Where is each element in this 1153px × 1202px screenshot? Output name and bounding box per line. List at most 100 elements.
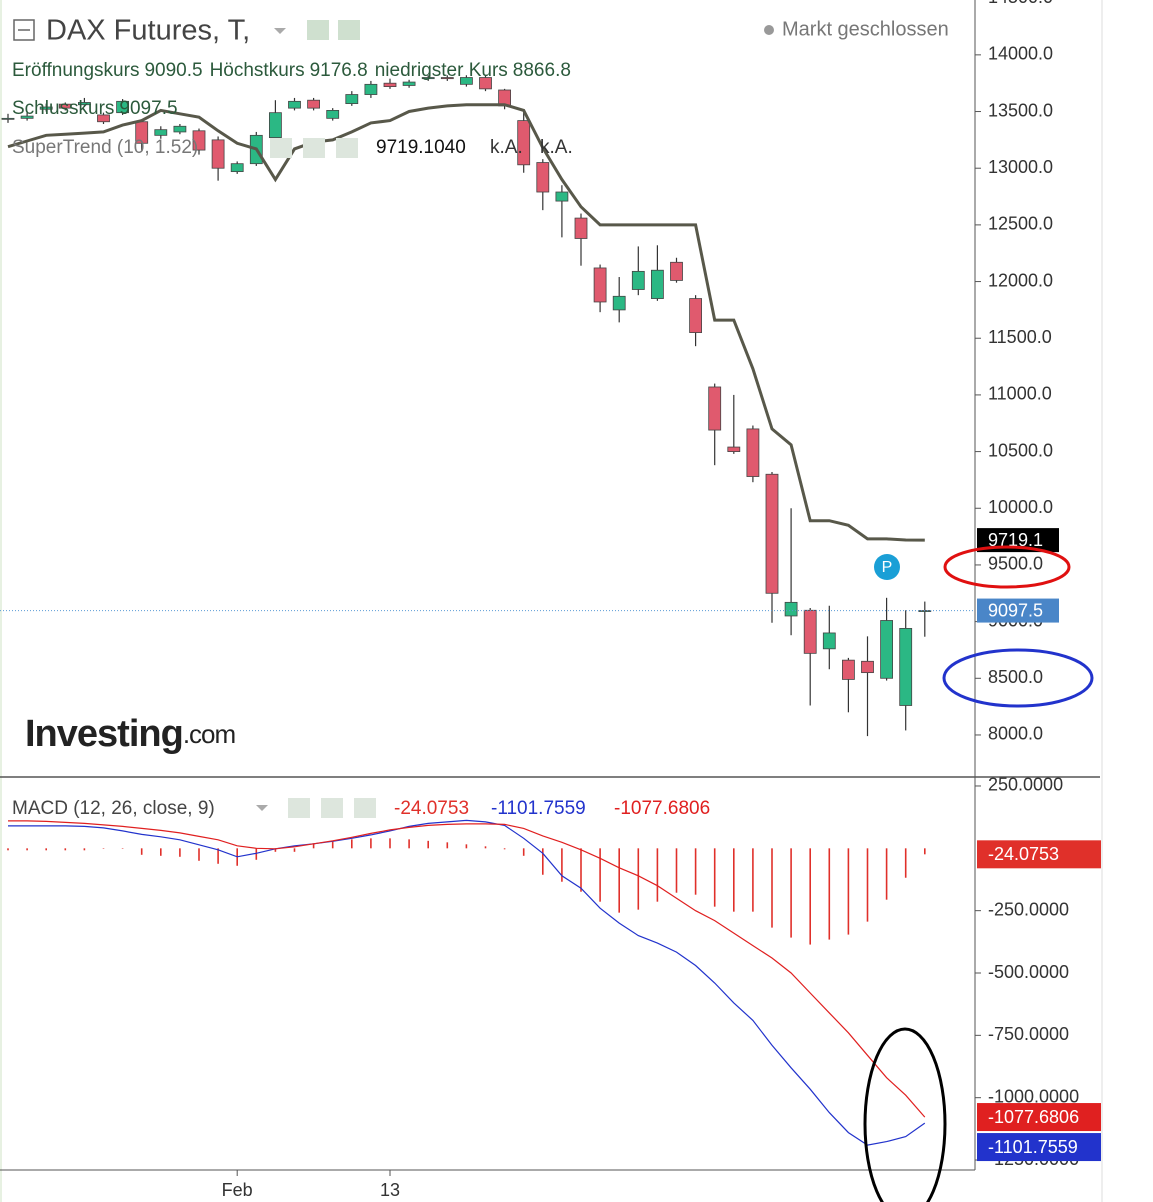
legend-value: 8866.8 bbox=[513, 60, 571, 81]
legend-label: Schlusskurs bbox=[12, 98, 114, 119]
y-tick-label: -500.0000 bbox=[988, 962, 1069, 982]
logo: Investing.com bbox=[25, 713, 235, 755]
candle-body bbox=[78, 102, 91, 106]
candle-body bbox=[364, 83, 378, 95]
candle-body bbox=[842, 659, 855, 680]
status-dot bbox=[764, 25, 774, 35]
candle-body bbox=[173, 125, 187, 133]
settings-icon[interactable] bbox=[321, 798, 343, 818]
candle-body bbox=[517, 120, 531, 166]
macd-tag bbox=[977, 1103, 1101, 1132]
eye-icon[interactable] bbox=[288, 798, 310, 818]
y-tick-label: -1000.0000 bbox=[988, 1086, 1079, 1106]
y-tick-label: 14500.0 bbox=[988, 0, 1053, 7]
dropdown-arrow[interactable] bbox=[274, 28, 286, 34]
highlight-ellipse bbox=[863, 1027, 947, 1202]
eye-icon[interactable] bbox=[270, 138, 292, 158]
legend-value: 9176.8 bbox=[310, 60, 368, 81]
candle-body bbox=[20, 115, 34, 119]
y-tick-label: -250.0000 bbox=[988, 899, 1069, 919]
candle-body bbox=[784, 601, 798, 617]
candle-body bbox=[116, 100, 129, 114]
candle-body bbox=[536, 162, 550, 193]
candle-body bbox=[574, 217, 588, 239]
settings-icon[interactable] bbox=[338, 20, 360, 40]
macd-line bbox=[8, 819, 926, 1146]
y-tick-label: 12500.0 bbox=[988, 214, 1053, 234]
y-tick-label: 11000.0 bbox=[988, 384, 1052, 404]
ohlc-legend: Schlusskurs 9097.5 bbox=[12, 98, 178, 119]
highlight-ellipse bbox=[943, 545, 1071, 589]
y-tick-label: 13500.0 bbox=[988, 100, 1053, 120]
candle-body bbox=[97, 114, 110, 123]
y-tick-label: 8500.0 bbox=[988, 667, 1043, 687]
candle-body bbox=[803, 609, 817, 654]
indicator-value: k.A. bbox=[540, 137, 573, 158]
candle-body bbox=[402, 81, 416, 86]
candle-body bbox=[765, 473, 779, 594]
y-tick-label: 12000.0 bbox=[988, 270, 1053, 290]
legend-value: -24.0753 bbox=[394, 798, 469, 819]
price-tag bbox=[977, 598, 1059, 623]
candle-body bbox=[670, 261, 683, 281]
settings-icon[interactable] bbox=[303, 138, 325, 158]
highlight-ellipse bbox=[942, 648, 1094, 708]
candle-body bbox=[631, 270, 645, 290]
price-pane bbox=[0, 75, 975, 737]
candle-body bbox=[899, 628, 913, 706]
candle-body bbox=[459, 77, 473, 85]
candle-body bbox=[727, 446, 741, 452]
candle-body bbox=[440, 77, 454, 80]
candle-body bbox=[689, 298, 702, 333]
candle-body bbox=[1, 117, 15, 120]
candle-body bbox=[479, 77, 492, 90]
supertrend-line bbox=[7, 103, 925, 542]
y-tick-label: 250.0000 bbox=[988, 775, 1063, 795]
candle-body bbox=[326, 110, 340, 119]
remove-icon[interactable] bbox=[354, 798, 376, 818]
candle-body bbox=[345, 94, 359, 105]
y-tick-label: 11500.0 bbox=[988, 327, 1052, 347]
status: Markt geschlossen bbox=[782, 18, 949, 40]
x-tick-label: Feb bbox=[222, 1180, 253, 1200]
annotation-marker[interactable] bbox=[874, 554, 900, 580]
remove-icon[interactable] bbox=[336, 138, 358, 158]
axes: 8000.08500.09000.09500.010000.010500.011… bbox=[222, 0, 1101, 1200]
dropdown-arrow[interactable] bbox=[256, 805, 268, 811]
logo-suffix: .com bbox=[183, 719, 235, 749]
candle-body bbox=[822, 632, 836, 650]
y-tick-label: 8000.0 bbox=[988, 724, 1043, 744]
candle-body bbox=[651, 269, 664, 299]
candle-body bbox=[708, 386, 722, 431]
chart-title: DAX Futures, T, bbox=[46, 15, 250, 47]
candle-body bbox=[555, 191, 569, 202]
candle-body bbox=[39, 106, 53, 110]
logo-main: Investing bbox=[25, 713, 183, 755]
y-tick-label: 13000.0 bbox=[988, 157, 1053, 177]
candle-body bbox=[880, 620, 893, 679]
candle-body bbox=[383, 82, 397, 88]
collapse-icon[interactable] bbox=[13, 19, 35, 41]
eye-icon[interactable] bbox=[307, 20, 329, 40]
y-tick-label: 10500.0 bbox=[988, 440, 1053, 460]
candle-body bbox=[307, 99, 321, 109]
legend-label: Höchstkurs bbox=[210, 60, 305, 81]
legend-label: niedrigster Kurs bbox=[375, 60, 508, 81]
y-tick-label: 9500.0 bbox=[988, 554, 1043, 574]
candle-body bbox=[421, 77, 435, 80]
candle-body bbox=[861, 660, 874, 674]
legend-value: -1077.6806 bbox=[614, 798, 710, 819]
candle-body bbox=[288, 100, 301, 109]
macd-tag-label: -1077.6806 bbox=[988, 1107, 1079, 1127]
price-tag-label: 9719.1 bbox=[988, 530, 1043, 550]
indicator-value: k.A. bbox=[490, 137, 523, 158]
y-tick-label: 14000.0 bbox=[988, 44, 1053, 64]
macd-pane bbox=[7, 819, 926, 1146]
legend-label: Eröffnungskurs bbox=[12, 60, 139, 81]
macd-tag bbox=[977, 840, 1101, 869]
annotation-label: P bbox=[882, 559, 893, 576]
candle-body bbox=[211, 139, 225, 169]
price-tag-label: 9097.5 bbox=[988, 600, 1043, 620]
